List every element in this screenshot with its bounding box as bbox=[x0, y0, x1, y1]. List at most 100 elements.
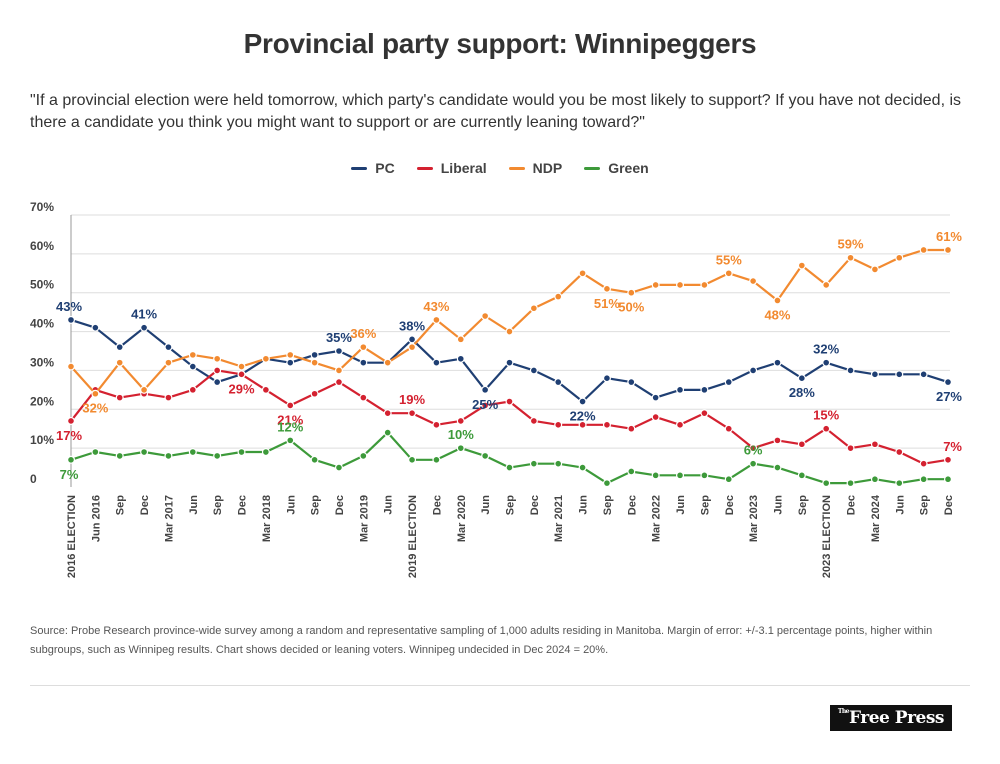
data-point-liberal bbox=[749, 444, 758, 453]
x-tick-label: Jun bbox=[772, 495, 784, 515]
data-label: 61% bbox=[936, 229, 962, 244]
x-tick-label: Dec bbox=[334, 495, 346, 515]
x-tick-label: Jun bbox=[383, 495, 395, 515]
x-tick-label: Jun bbox=[285, 495, 297, 515]
data-point-liberal bbox=[773, 436, 782, 445]
data-point-liberal bbox=[627, 424, 636, 433]
data-point-green bbox=[651, 471, 660, 480]
data-point-ndp bbox=[919, 245, 928, 254]
data-point-liberal bbox=[432, 420, 441, 429]
data-point-ndp bbox=[578, 269, 587, 278]
data-point-green bbox=[115, 451, 124, 460]
data-point-liberal bbox=[66, 416, 75, 425]
data-point-ndp bbox=[432, 315, 441, 324]
data-point-pc bbox=[213, 378, 222, 387]
data-point-liberal bbox=[115, 393, 124, 402]
data-point-liberal bbox=[334, 378, 343, 387]
data-point-green bbox=[140, 448, 149, 457]
data-point-pc bbox=[749, 366, 758, 375]
data-point-liberal bbox=[919, 459, 928, 468]
y-tick-label: 50% bbox=[30, 278, 54, 292]
data-point-pc bbox=[481, 385, 490, 394]
x-tick-label: Sep bbox=[505, 495, 517, 515]
data-label: 32% bbox=[813, 342, 839, 357]
x-tick-label: 2019 ELECTION bbox=[407, 495, 419, 578]
data-point-ndp bbox=[456, 335, 465, 344]
data-point-pc bbox=[286, 358, 295, 367]
legend-label-green: Green bbox=[608, 160, 649, 176]
legend-item-green: Green bbox=[584, 160, 649, 176]
data-point-ndp bbox=[529, 304, 538, 313]
data-point-ndp bbox=[822, 280, 831, 289]
data-point-ndp bbox=[91, 389, 100, 398]
data-point-green bbox=[773, 463, 782, 472]
x-tick-label: Sep bbox=[115, 495, 127, 515]
data-point-pc bbox=[188, 362, 197, 371]
chart-title: Provincial party support: Winnipeggers bbox=[243, 28, 757, 59]
data-point-liberal bbox=[651, 413, 660, 422]
data-point-liberal bbox=[578, 420, 587, 429]
x-tick-label: Sep bbox=[602, 495, 614, 515]
data-point-ndp bbox=[749, 277, 758, 286]
data-point-green bbox=[164, 451, 173, 460]
data-point-green bbox=[895, 479, 904, 488]
x-tick-label: Mar 2022 bbox=[651, 495, 663, 542]
data-point-liberal bbox=[700, 409, 709, 418]
data-point-pc bbox=[895, 370, 904, 379]
data-point-liberal bbox=[310, 389, 319, 398]
data-point-ndp bbox=[310, 358, 319, 367]
data-point-pc bbox=[115, 343, 124, 352]
data-label: 25% bbox=[472, 397, 498, 412]
data-label: 43% bbox=[56, 299, 82, 314]
x-tick-label: Sep bbox=[797, 495, 809, 515]
data-point-ndp bbox=[481, 312, 490, 321]
data-point-green bbox=[822, 479, 831, 488]
data-point-liberal bbox=[797, 440, 806, 449]
data-point-ndp bbox=[334, 366, 343, 375]
legend-label-pc: PC bbox=[375, 160, 395, 176]
data-point-pc bbox=[66, 315, 75, 324]
data-label: 48% bbox=[764, 307, 790, 322]
data-point-green bbox=[554, 459, 563, 468]
data-point-pc bbox=[773, 358, 782, 367]
free-press-logo: TheFree Press bbox=[829, 705, 952, 731]
data-point-green bbox=[749, 459, 758, 468]
data-point-ndp bbox=[943, 245, 952, 254]
data-point-pc bbox=[797, 374, 806, 383]
data-point-liberal bbox=[895, 448, 904, 457]
data-point-ndp bbox=[383, 358, 392, 367]
data-point-green bbox=[700, 471, 709, 480]
data-label: 21% bbox=[277, 412, 303, 427]
data-point-ndp bbox=[627, 288, 636, 297]
legend: PC Liberal NDP Green bbox=[0, 160, 1000, 176]
data-label: 17% bbox=[56, 428, 82, 443]
x-tick-label: Mar 2019 bbox=[358, 495, 370, 542]
data-label: 6% bbox=[744, 443, 763, 458]
data-point-pc bbox=[554, 378, 563, 387]
x-tick-label: Mar 2024 bbox=[870, 494, 882, 542]
data-point-green bbox=[237, 448, 246, 457]
data-point-pc bbox=[578, 397, 587, 406]
data-point-ndp bbox=[140, 385, 149, 394]
legend-item-liberal: Liberal bbox=[416, 160, 487, 176]
x-tick-label: Mar 2021 bbox=[553, 495, 565, 542]
data-point-green bbox=[481, 451, 490, 460]
data-point-pc bbox=[602, 374, 611, 383]
x-tick-label: Jun bbox=[894, 495, 906, 515]
data-point-liberal bbox=[822, 424, 831, 433]
data-point-pc bbox=[846, 366, 855, 375]
data-label: 51% bbox=[594, 296, 620, 311]
data-label: 59% bbox=[838, 237, 864, 252]
legend-swatch-pc bbox=[351, 166, 368, 170]
data-point-green bbox=[676, 471, 685, 480]
data-point-liberal bbox=[408, 409, 417, 418]
x-tick-label: Dec bbox=[237, 495, 249, 515]
data-point-green bbox=[846, 479, 855, 488]
data-point-ndp bbox=[359, 343, 368, 352]
data-point-green bbox=[383, 428, 392, 437]
data-point-liberal bbox=[481, 401, 490, 410]
data-point-ndp bbox=[408, 343, 417, 352]
data-point-liberal bbox=[505, 397, 514, 406]
data-point-ndp bbox=[286, 350, 295, 359]
x-tick-label: Jun bbox=[578, 495, 590, 515]
